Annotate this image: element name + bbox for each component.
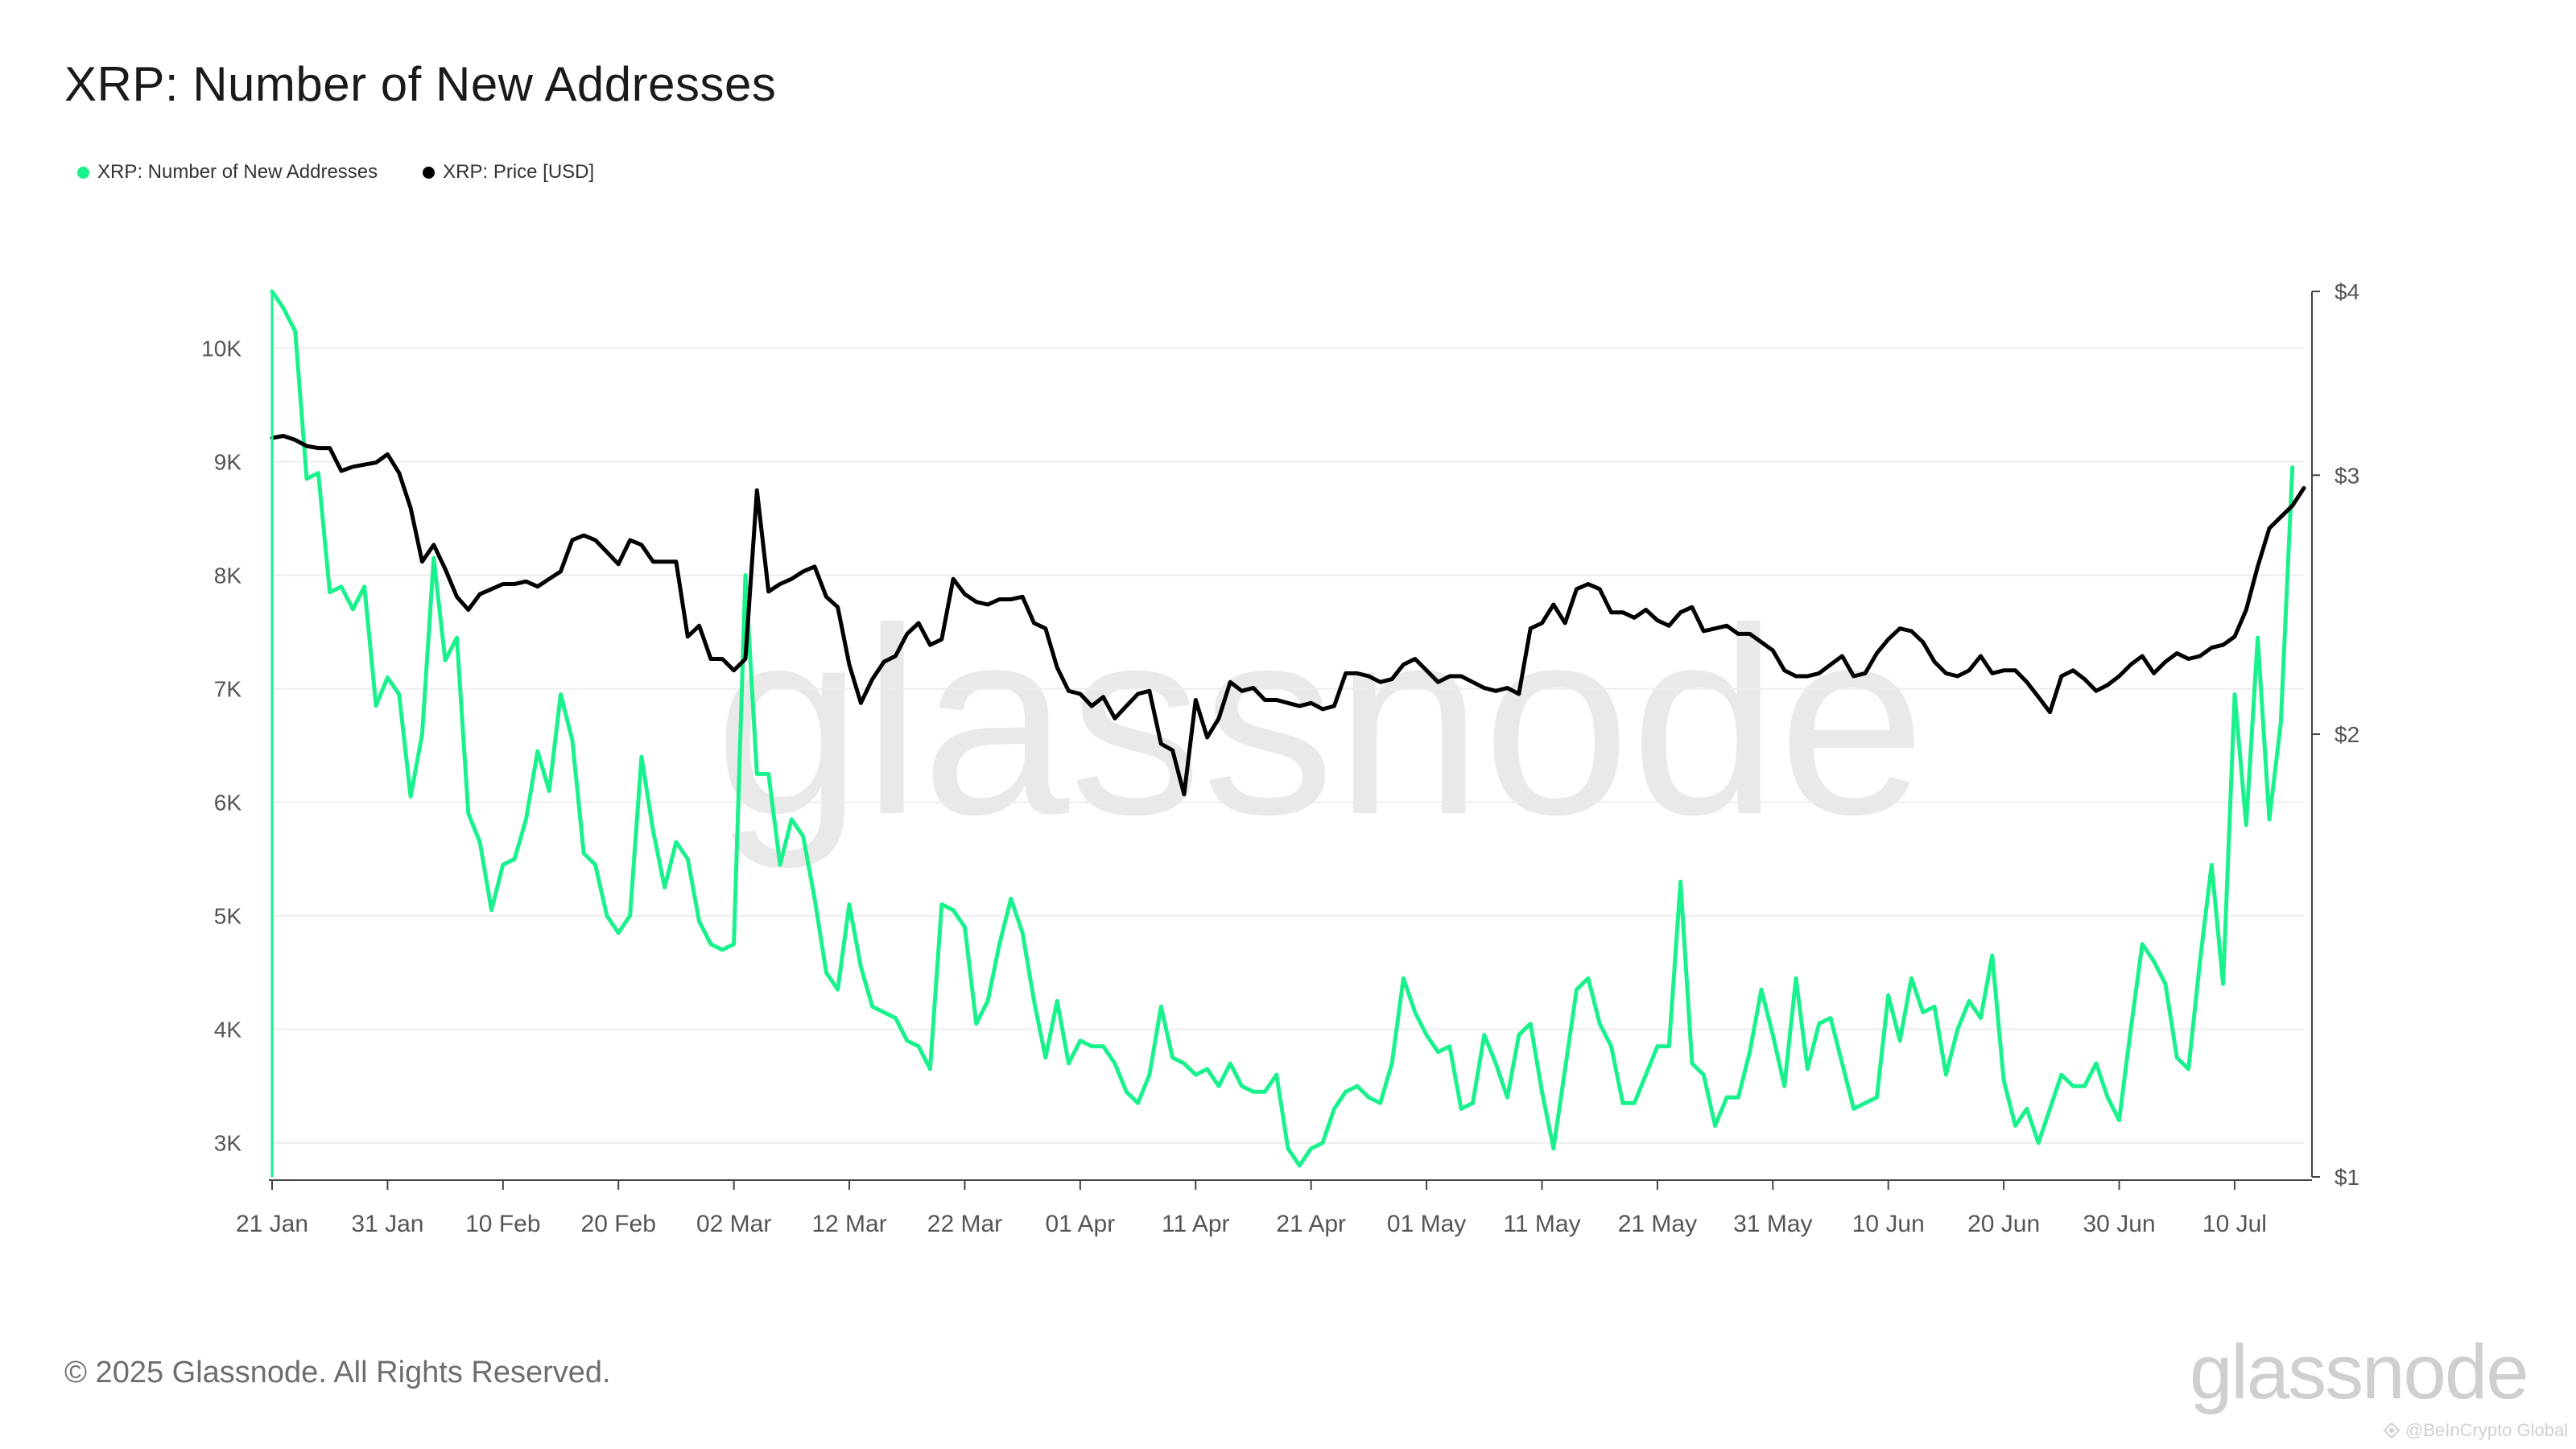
left-axis-tick-label: 5K — [214, 904, 242, 929]
x-axis-tick-label: 01 Apr — [1045, 1211, 1115, 1237]
source-tag: @BeInCrypto Global — [2383, 1420, 2568, 1441]
legend-item-addresses[interactable]: XRP: Number of New Addresses — [77, 161, 378, 184]
legend-dot-price-icon — [423, 166, 436, 179]
left-axis-tick-label: 10K — [201, 336, 242, 361]
x-axis-tick-label: 22 Mar — [927, 1211, 1002, 1237]
series-line-price — [270, 434, 2306, 797]
x-axis-tick-label: 12 Mar — [811, 1211, 886, 1237]
right-axis-tick-label: $3 — [2334, 463, 2359, 488]
left-axis-tick-label: 4K — [214, 1018, 242, 1042]
chart-watermark: glassnode — [715, 572, 1926, 871]
legend-label-addresses: XRP: Number of New Addresses — [97, 161, 378, 183]
x-axis-tick-label: 10 Jun — [1852, 1211, 1925, 1237]
glassnode-logo: glassnode — [2190, 1329, 2529, 1415]
x-axis-tick-label: 10 Jul — [2202, 1211, 2267, 1237]
left-axis-tick-label: 6K — [214, 791, 242, 815]
x-axis-tick-label: 10 Feb — [465, 1211, 540, 1237]
x-axis-tick-label: 11 May — [1503, 1211, 1580, 1237]
legend-item-price[interactable]: XRP: Price [USD] — [423, 161, 594, 184]
x-axis-tick-label: 30 Jun — [2083, 1211, 2156, 1237]
x-axis-tick-label: 11 Apr — [1162, 1211, 1230, 1237]
x-axis-tick-label: 21 Apr — [1276, 1211, 1346, 1237]
left-axis-tick-label: 8K — [214, 564, 242, 588]
chart-title: XRP: Number of New Addresses — [64, 57, 777, 111]
axes: 3K 4K 5K 6K 7K 8K 9K 10K $1 $2 $3 $4 21 Jan 31 Jan 10 … — [201, 279, 2359, 1237]
left-axis-tick-label: 3K — [214, 1131, 242, 1156]
beincrypto-icon — [2383, 1422, 2401, 1439]
right-axis-tick-label: $1 — [2334, 1165, 2359, 1190]
x-axis-tick-label: 02 Mar — [696, 1211, 771, 1237]
x-axis-tick-label: 01 May — [1387, 1211, 1466, 1237]
x-axis-tick-label: 31 May — [1733, 1211, 1812, 1237]
right-axis-tick-label: $2 — [2334, 722, 2359, 747]
x-axis-tick-label: 20 Feb — [581, 1211, 656, 1237]
left-axis-tick-label: 9K — [214, 450, 242, 475]
legend-dot-addresses-icon — [77, 166, 89, 179]
series-line-new-addresses — [270, 289, 2295, 1168]
x-axis-tick-label: 21 Jan — [236, 1211, 308, 1237]
right-axis-tick-label: $4 — [2334, 279, 2359, 304]
chart-legend: XRP: Number of New Addresses XRP: Price … — [77, 161, 639, 184]
x-axis-tick-label: 21 May — [1618, 1211, 1697, 1237]
x-axis-tick-label: 20 Jun — [1967, 1211, 2040, 1237]
left-axis-tick-label: 7K — [214, 677, 242, 702]
copyright-text: © 2025 Glassnode. All Rights Reserved. — [64, 1356, 611, 1389]
source-label: @BeInCrypto Global — [2405, 1420, 2569, 1440]
x-axis-tick-label: 31 Jan — [351, 1211, 423, 1237]
series-layer — [270, 289, 2306, 1177]
legend-label-price: XRP: Price [USD] — [443, 161, 595, 183]
